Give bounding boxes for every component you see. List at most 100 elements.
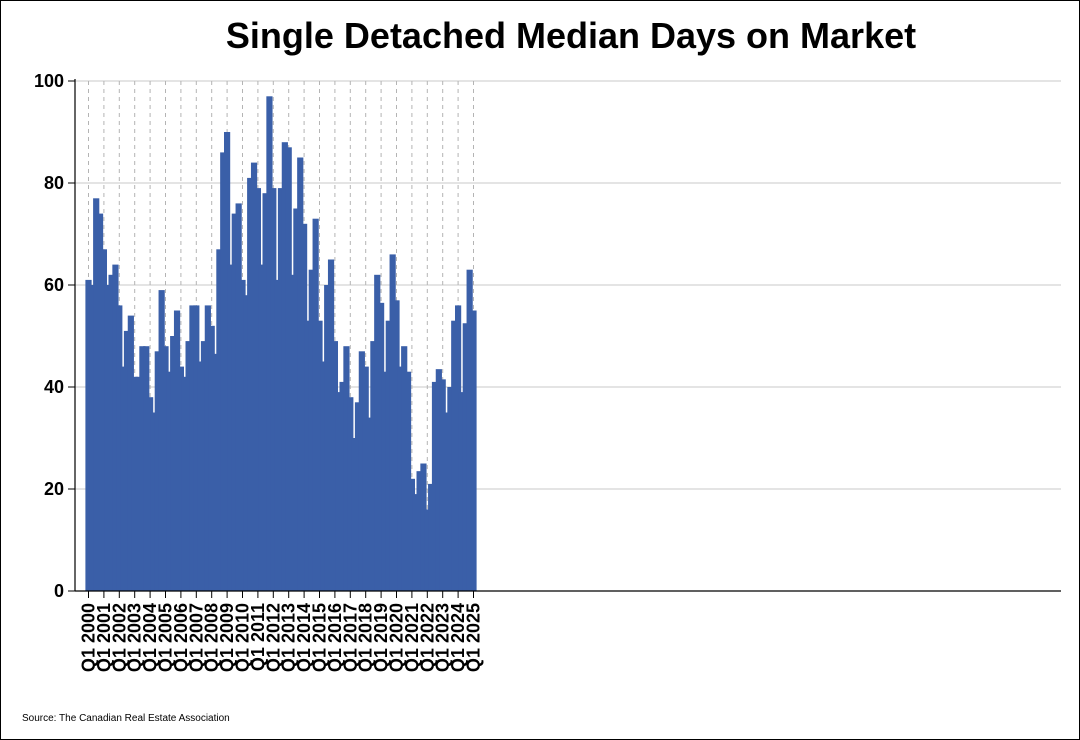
bar xyxy=(343,346,350,591)
bar xyxy=(127,315,134,591)
bar xyxy=(100,249,107,592)
bar xyxy=(116,305,123,591)
bar xyxy=(274,279,281,591)
x-tick-label: Q1 2019 xyxy=(371,603,391,672)
bar xyxy=(389,254,396,591)
x-tick-label: Q1 2005 xyxy=(156,603,176,672)
bar xyxy=(347,397,354,591)
bar xyxy=(277,188,285,591)
x-tick-label: Q1 2007 xyxy=(186,603,206,672)
x-tick-label: Q1 2020 xyxy=(387,603,407,672)
bar xyxy=(243,295,250,591)
bar xyxy=(166,371,173,591)
bar xyxy=(331,341,338,591)
bar xyxy=(370,341,377,591)
bar xyxy=(131,376,138,591)
bar xyxy=(135,376,142,591)
source-note: Source: The Canadian Real Estate Associa… xyxy=(22,713,230,724)
x-tick-label: Q1 2022 xyxy=(417,603,437,672)
bar xyxy=(181,376,188,591)
bar xyxy=(404,371,412,591)
bar xyxy=(435,369,442,591)
bar xyxy=(470,310,477,591)
bar xyxy=(327,259,335,591)
bar xyxy=(451,320,458,591)
axes xyxy=(68,79,1061,598)
bar xyxy=(320,361,327,591)
bar xyxy=(408,478,415,591)
bar xyxy=(304,320,312,591)
bar xyxy=(281,142,288,591)
bar xyxy=(258,264,265,591)
bar xyxy=(212,353,219,591)
bar xyxy=(312,218,319,591)
x-tick-label: Q1 2008 xyxy=(202,603,222,672)
bar xyxy=(393,300,400,591)
x-tick-label: Q1 2025 xyxy=(464,603,484,672)
bar xyxy=(316,320,323,591)
bar xyxy=(154,351,161,591)
bar xyxy=(235,203,242,591)
bar xyxy=(285,147,292,592)
bar xyxy=(351,438,358,591)
x-tick-label: Q1 2001 xyxy=(94,603,114,672)
bar xyxy=(366,417,373,591)
bar xyxy=(362,366,369,591)
bar xyxy=(397,366,404,591)
bar xyxy=(324,285,331,591)
x-tick-label: Q1 2012 xyxy=(263,603,283,672)
x-tick-label: Q1 2002 xyxy=(109,603,129,672)
y-tick-label: 100 xyxy=(34,71,64,91)
bar xyxy=(89,285,96,591)
bar xyxy=(185,341,192,591)
y-tick-label: 0 xyxy=(54,581,64,601)
bar xyxy=(401,346,408,591)
bar xyxy=(262,193,269,591)
bar xyxy=(339,381,346,591)
x-tick-label: Q1 2004 xyxy=(140,603,160,672)
bar xyxy=(247,177,254,591)
bar xyxy=(301,223,308,592)
x-tick-label: Q1 2015 xyxy=(310,603,330,672)
bar xyxy=(147,397,154,591)
bar xyxy=(289,274,296,591)
y-tick-label: 20 xyxy=(44,479,64,499)
bar xyxy=(231,213,238,591)
bar xyxy=(143,346,150,591)
bar xyxy=(208,325,215,591)
bar xyxy=(227,264,235,591)
bar xyxy=(239,279,246,591)
bar xyxy=(412,494,419,591)
bar xyxy=(120,366,127,591)
bar xyxy=(381,371,389,591)
bar xyxy=(458,392,466,591)
bar xyxy=(358,351,365,591)
bar xyxy=(308,269,315,591)
x-tick-label: Q1 2009 xyxy=(217,603,237,672)
x-tick-label: Q1 2000 xyxy=(79,603,99,672)
bar xyxy=(193,305,200,591)
bar xyxy=(462,323,469,591)
bar xyxy=(455,305,462,591)
bar xyxy=(293,208,300,591)
bar xyxy=(443,412,450,591)
bar xyxy=(266,96,273,592)
bar xyxy=(123,330,131,591)
x-tick-label: Q1 2010 xyxy=(233,603,253,672)
x-tick-label: Q1 2024 xyxy=(448,603,468,672)
bar xyxy=(428,483,435,591)
bar xyxy=(173,310,181,591)
bar xyxy=(150,412,158,591)
x-tick-label: Q1 2016 xyxy=(325,603,345,672)
bar xyxy=(466,269,473,591)
y-tick-label: 40 xyxy=(44,377,64,397)
x-tick-label: Q1 2014 xyxy=(294,603,314,672)
bar xyxy=(254,188,261,591)
x-tick-label: Q1 2018 xyxy=(356,603,376,672)
bar xyxy=(93,198,100,592)
x-tick-label: Q1 2013 xyxy=(279,603,299,672)
bar xyxy=(158,290,165,591)
x-tick-label: Q1 2023 xyxy=(433,603,453,672)
y-tick-labels: 0 20 40 60 80 100 xyxy=(34,71,64,601)
